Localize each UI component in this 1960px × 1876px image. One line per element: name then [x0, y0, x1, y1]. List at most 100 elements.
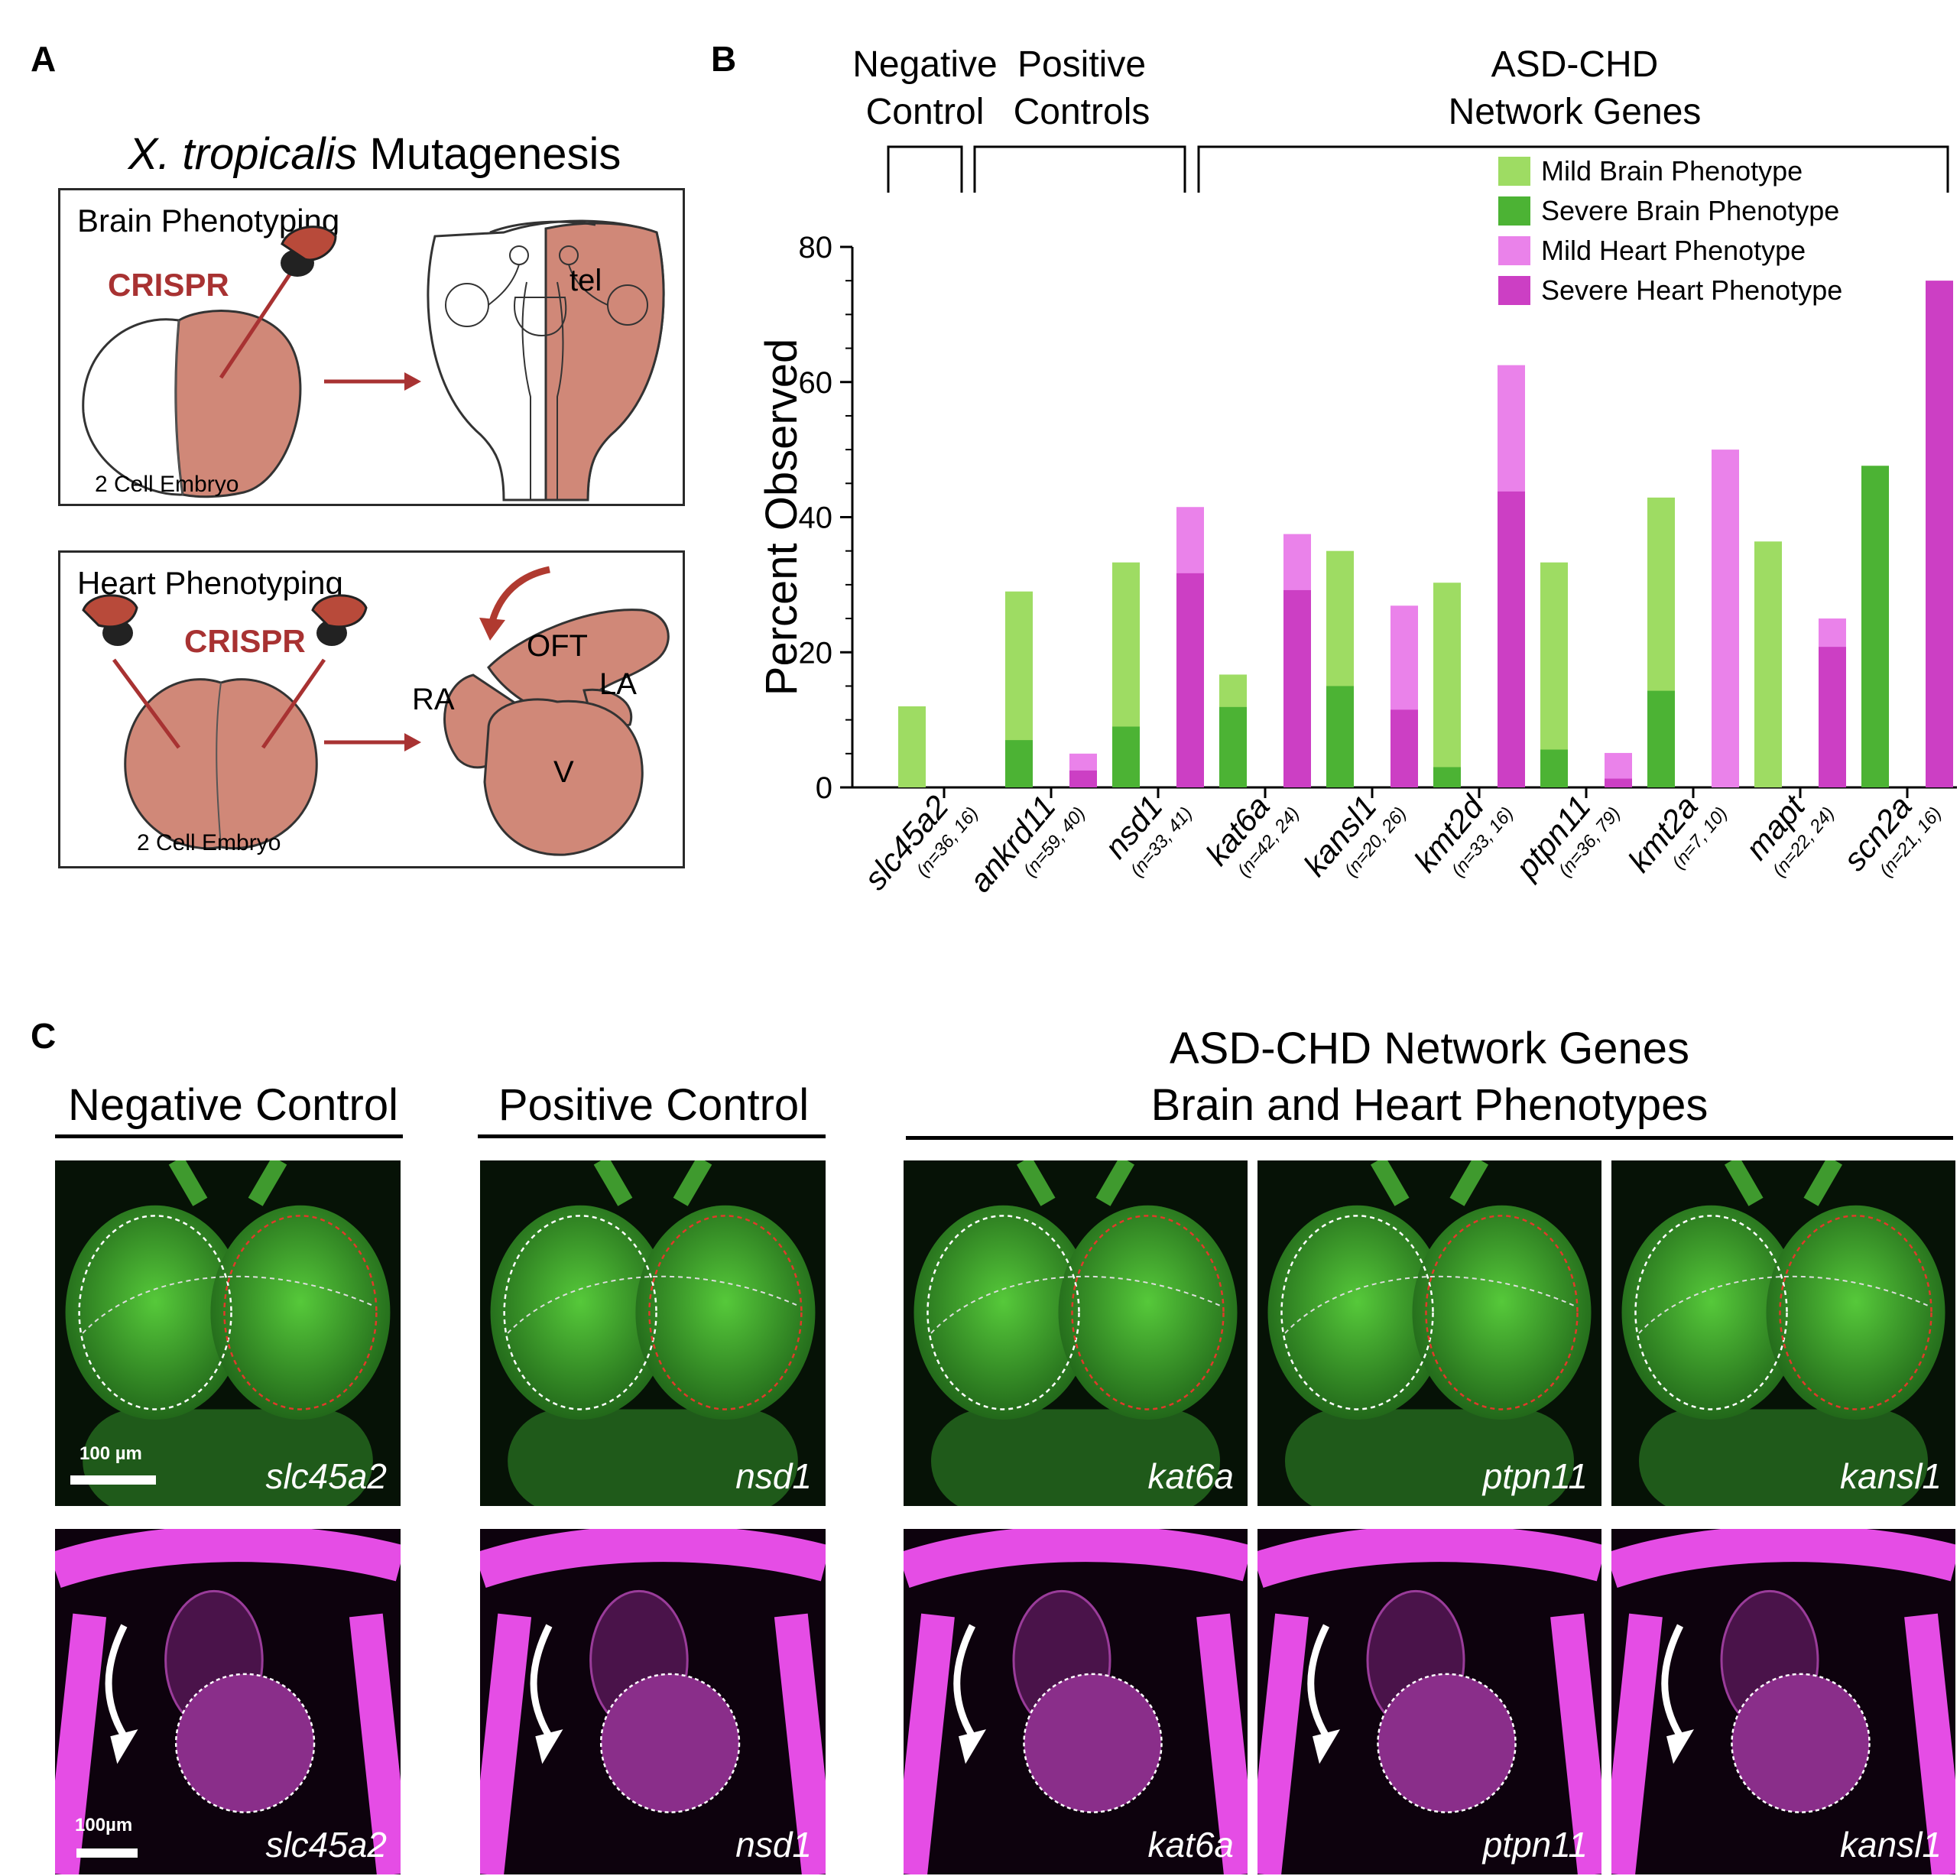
x-label-ankrd11: ankrd11(n=59, 40): [962, 789, 1089, 899]
network-title-line1: ASD-CHD Network Genes: [1169, 1024, 1690, 1073]
bar-chart: 0 20 40 60 80 Percent Observed slc45a2(n=36, …: [757, 145, 1957, 899]
muscle-right: [1196, 1613, 1248, 1874]
brain-image-4: kansl1: [1611, 1160, 1955, 1506]
brain-gene-label: kansl1: [1840, 1456, 1942, 1496]
two-cell-embryo-heart: [124, 678, 318, 850]
heart-illustration: [55, 1529, 401, 1874]
x-label-nsd1: nsd1(n=33, 41): [1097, 789, 1196, 881]
heart-gene-label: ptpn11: [1482, 1825, 1588, 1865]
group-title-network: ASD-CHD Network Genes: [1391, 41, 1758, 136]
brain-schematic: [82, 219, 665, 501]
brain-image-2: kat6a: [904, 1160, 1248, 1506]
nerve-tract: [1724, 1160, 1843, 1206]
process-arrow-heart: [324, 733, 421, 751]
left-hemisphere: [65, 1205, 245, 1420]
tel-boundary: [930, 1275, 1221, 1334]
network-rule: [906, 1136, 1953, 1140]
muscle-band: [55, 1529, 401, 1589]
hindbrain: [1639, 1409, 1928, 1506]
brain-illustration: [1267, 1160, 1592, 1506]
brain-gene-label: ptpn11: [1482, 1456, 1588, 1496]
tel-boundary: [82, 1275, 374, 1334]
heart-illustration: [1611, 1529, 1955, 1874]
brain-phenotyping-box: Brain Phenotyping: [58, 188, 685, 506]
x-label-mapt: mapt(n=22, 24): [1738, 787, 1838, 881]
ventricle-outline: [1377, 1673, 1517, 1813]
brain-illustration: [913, 1160, 1238, 1506]
muscle-left: [55, 1613, 107, 1874]
x-label-kmt2a: kmt2a(n=7, 10): [1621, 789, 1731, 879]
outline-right: [1071, 1215, 1225, 1410]
muscle-band: [1257, 1529, 1601, 1589]
heart-phenotyping-box: Heart Phenotyping: [58, 550, 685, 868]
bar-severe-brain-kmt2a: [1647, 690, 1675, 787]
y-tick-label: 20: [799, 636, 833, 670]
brain-illustration: [490, 1160, 816, 1506]
bar-severe-heart-ankrd11: [1069, 770, 1097, 787]
right-hemisphere: [1766, 1205, 1945, 1420]
muscle-left: [480, 1613, 532, 1874]
brain-illustration: [1621, 1160, 1945, 1506]
left-hemisphere: [1621, 1205, 1801, 1420]
injection-needle-left: [82, 594, 181, 749]
nerve-tract: [1016, 1160, 1135, 1206]
bar-severe-brain-kansl1: [1326, 686, 1354, 787]
heart-scale-bar: [76, 1848, 138, 1858]
injection-needle-right: [261, 594, 368, 749]
looping-arrow-shaft: [1661, 1624, 1684, 1738]
embryo-label-heart: 2 Cell Embryo: [137, 830, 281, 855]
heart-scale-text: 100µm: [75, 1815, 133, 1835]
group-negative-line1: Negative: [852, 44, 998, 85]
outline-left: [1634, 1215, 1788, 1410]
legend-label: Severe Heart Phenotype: [1541, 274, 1842, 306]
ventricle-outline: [1731, 1673, 1871, 1813]
x-label-scn2a: scn2a(n=21, 16): [1836, 789, 1945, 881]
heart-gene-label: nsd1: [735, 1825, 812, 1865]
looping-arrow-shaft: [530, 1624, 553, 1738]
oft-label: OFT: [527, 629, 588, 663]
heart-drawing: [443, 566, 670, 856]
heart-box-label: Heart Phenotyping: [77, 565, 343, 601]
group-brackets: [887, 145, 1949, 193]
ventricle-outline: [599, 1673, 741, 1813]
positive-control-title: Positive Control: [498, 1080, 810, 1130]
nerve-tract: [1370, 1160, 1489, 1206]
muscle-right: [349, 1613, 401, 1874]
la-label: LA: [599, 667, 637, 701]
heart-image-2: kat6a: [904, 1529, 1248, 1874]
heart-illustration: [480, 1529, 826, 1874]
outline-left: [503, 1215, 657, 1410]
bar-severe-heart-scn2a: [1926, 281, 1953, 787]
muscle-left: [904, 1613, 955, 1874]
bracket-positive: [973, 145, 1186, 193]
outline-right: [1425, 1215, 1579, 1410]
title-suffix: Mutagenesis: [357, 129, 621, 179]
looping-arrow-head: [110, 1729, 138, 1764]
outline-right: [1779, 1215, 1932, 1410]
chart-bars: [898, 281, 1953, 787]
right-hemisphere: [210, 1205, 391, 1420]
y-axis-label: Percent Observed: [757, 339, 806, 696]
process-arrow-brain: [324, 372, 421, 391]
looping-arrow-shaft: [1307, 1624, 1330, 1738]
y-tick-label: 60: [799, 366, 833, 400]
heart-gene-label: kat6a: [1147, 1825, 1234, 1865]
legend-swatch: [1498, 276, 1530, 305]
brain-image-3: ptpn11: [1257, 1160, 1601, 1506]
group-title-negative: Negative Control: [833, 41, 1017, 136]
legend-label: Mild Brain Phenotype: [1541, 155, 1803, 187]
x-label-kmt2d: kmt2d(n=33, 16): [1407, 787, 1517, 881]
panel-a-letter: A: [31, 39, 57, 79]
panel-c-letter: C: [31, 1016, 57, 1056]
brain-gene-label: kat6a: [1147, 1456, 1234, 1496]
y-tick-label: 80: [799, 231, 833, 265]
bar-severe-heart-kat6a: [1283, 589, 1311, 787]
network-title-line2: Brain and Heart Phenotypes: [1150, 1080, 1709, 1130]
group-network-line2: Network Genes: [1448, 92, 1702, 132]
x-label-ptpn11: ptpn11(n=36, 79): [1507, 789, 1624, 887]
group-network-line1: ASD-CHD: [1491, 44, 1659, 85]
group-title-positive: Positive Controls: [994, 41, 1170, 136]
heart-illustration: [1257, 1529, 1601, 1874]
muscle-band: [904, 1529, 1248, 1589]
legend-label: Mild Heart Phenotype: [1541, 235, 1806, 266]
